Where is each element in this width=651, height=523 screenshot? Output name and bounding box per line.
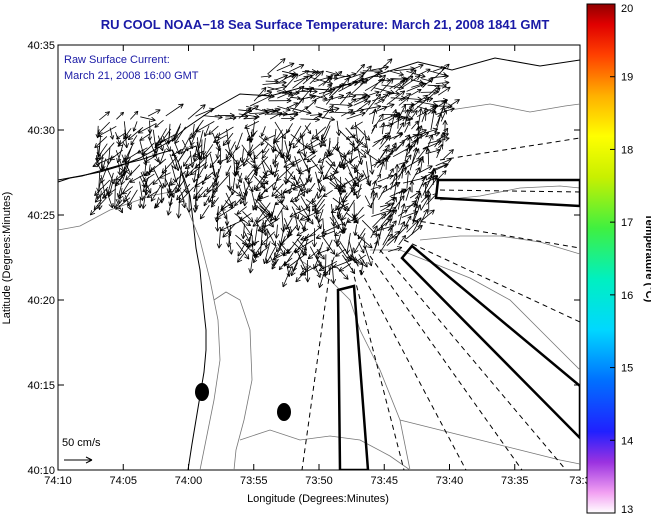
x-tick-label: 73:40 [436, 475, 464, 487]
colorbar-tick-label: 19 [621, 72, 633, 84]
colorbar [587, 4, 615, 513]
current-vector-head [143, 181, 148, 182]
y-tick-label: 40:15 [27, 380, 55, 392]
current-vector-head [343, 227, 344, 232]
y-tick-label: 40:20 [27, 295, 55, 307]
current-vector-head [131, 205, 132, 210]
current-vector [267, 114, 287, 115]
current-vector-head [216, 218, 221, 219]
y-tick-label: 40:30 [27, 125, 55, 137]
current-vector-head [200, 214, 201, 219]
current-vector-head [100, 178, 101, 183]
current-vector-head [286, 179, 287, 184]
x-tick-label: 73:35 [501, 475, 529, 487]
current-vector-head [415, 76, 420, 77]
current-vector-head [389, 104, 394, 105]
y-tick-label: 40:25 [27, 210, 55, 222]
current-vector-head [318, 162, 323, 163]
current-vector-head [253, 205, 254, 210]
colorbar-tick-label: 14 [621, 435, 633, 447]
current-vector-head [258, 200, 262, 201]
current-vector-head [140, 140, 144, 141]
current-vector [215, 115, 235, 116]
buoy-marker [277, 403, 291, 421]
current-vector [428, 148, 429, 164]
chart-title: RU COOL NOAA−18 Sea Surface Temperature:… [101, 17, 550, 32]
y-axis-label: Latitude (Degrees:Minutes) [1, 192, 13, 325]
current-vector-head [122, 162, 127, 163]
colorbar-tick-label: 18 [621, 144, 633, 156]
buoy-marker [195, 383, 209, 401]
scale-label: 50 cm/s [62, 437, 101, 449]
current-vector-head [413, 134, 418, 135]
x-tick-label: 74:05 [109, 475, 137, 487]
current-vector-head [327, 78, 332, 79]
x-axis-label: Longitude (Degrees:Minutes) [247, 493, 389, 505]
colorbar-tick-label: 20 [621, 3, 633, 15]
current-vector-head [153, 153, 154, 157]
current-vector [266, 81, 279, 82]
colorbar-tick-label: 16 [621, 290, 633, 302]
colorbar-tick-label: 13 [621, 504, 633, 516]
current-vector-head [403, 210, 407, 211]
y-tick-label: 40:10 [27, 465, 55, 477]
current-vector [115, 184, 116, 208]
x-tick-label: 74:00 [175, 475, 203, 487]
x-tick-label: 73:55 [240, 475, 268, 487]
colorbar-title: Temperature (°C) [643, 214, 651, 303]
current-vector-head [434, 175, 438, 176]
x-tick-label: 73:45 [370, 475, 398, 487]
current-vector-head [254, 106, 259, 107]
colorbar-tick-label: 15 [621, 363, 633, 375]
y-tick-label: 40:35 [27, 40, 55, 52]
subtitle-line-1: Raw Surface Current: [64, 54, 170, 66]
current-vector-head [354, 269, 355, 274]
current-vector-head [389, 145, 390, 150]
current-vector-head [433, 135, 434, 140]
current-vector-head [455, 100, 460, 101]
current-vector-head [304, 107, 308, 108]
subtitle-line-2: March 21, 2008 16:00 GMT [64, 70, 199, 82]
current-vector-head [310, 130, 311, 134]
colorbar-tick-label: 17 [621, 217, 633, 229]
x-tick-label: 73:50 [305, 475, 333, 487]
current-vector-head [176, 164, 177, 169]
current-vector-head [217, 163, 221, 164]
current-vector-head [443, 164, 448, 165]
current-vector-head [392, 234, 393, 239]
